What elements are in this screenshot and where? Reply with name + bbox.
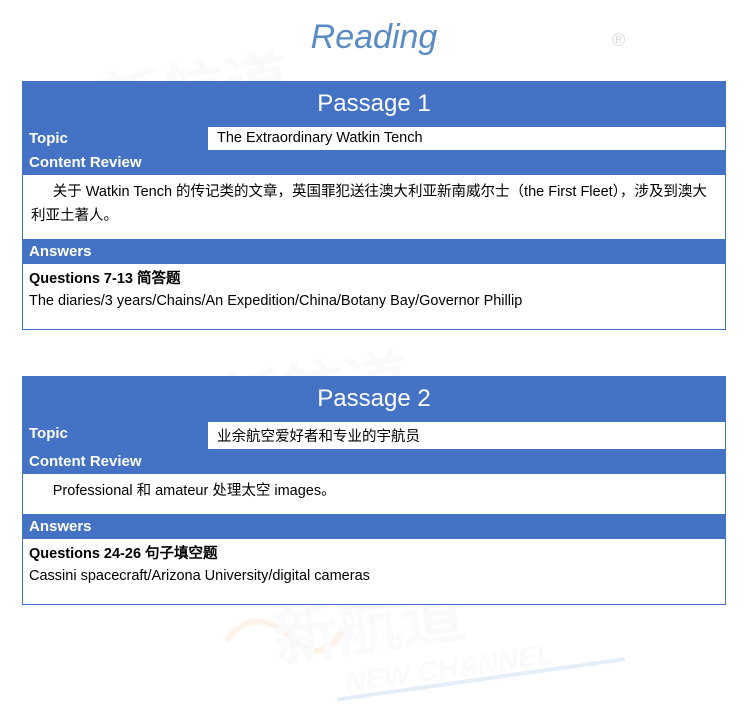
passage-2-content-text: Professional 和 amateur 处理太空 images。: [23, 474, 726, 514]
passage-2-answers-qtitle: Questions 24-26 句子填空题: [29, 546, 218, 562]
passage-1-topic-label: Topic: [23, 127, 209, 150]
page-content: Reading Passage 1 Topic The Extraordinar…: [0, 18, 748, 605]
watermark-text-en: NEW CHANNEL: [343, 638, 555, 698]
passage-1-answers-qtitle: Questions 7-13 简答题: [29, 271, 180, 287]
passage-2-topic-value: 业余航空爱好者和专业的宇航员: [209, 422, 726, 449]
passage-1-header: Passage 1: [23, 82, 726, 126]
passage-1-answers-label: Answers: [23, 240, 726, 263]
passage-1-content-text: 关于 Watkin Tench 的传记类的文章，英国罪犯送往澳大利亚新南威尔士（…: [23, 175, 726, 239]
passage-1-topic-value: The Extraordinary Watkin Tench: [209, 127, 726, 150]
page-title: Reading: [22, 18, 726, 57]
passage-2-answers-body: Questions 24-26 句子填空题 Cassini spacecraft…: [23, 539, 726, 604]
passage-2-block: Passage 2 Topic 业余航空爱好者和专业的宇航员 Content R…: [22, 376, 726, 605]
passage-2-header: Passage 2: [23, 377, 726, 421]
passage-1-block: Passage 1 Topic The Extraordinary Watkin…: [22, 81, 726, 330]
passage-1-answers-text: The diaries/3 years/Chains/An Expedition…: [29, 293, 522, 309]
passage-2-topic-label: Topic: [23, 422, 209, 449]
passage-2-content-label: Content Review: [23, 450, 726, 473]
passage-1-content-label: Content Review: [23, 151, 726, 174]
passage-2-answers-text: Cassini spacecraft/Arizona University/di…: [29, 568, 370, 584]
passage-2-answers-label: Answers: [23, 515, 726, 538]
passage-1-answers-body: Questions 7-13 简答题 The diaries/3 years/C…: [23, 264, 726, 329]
